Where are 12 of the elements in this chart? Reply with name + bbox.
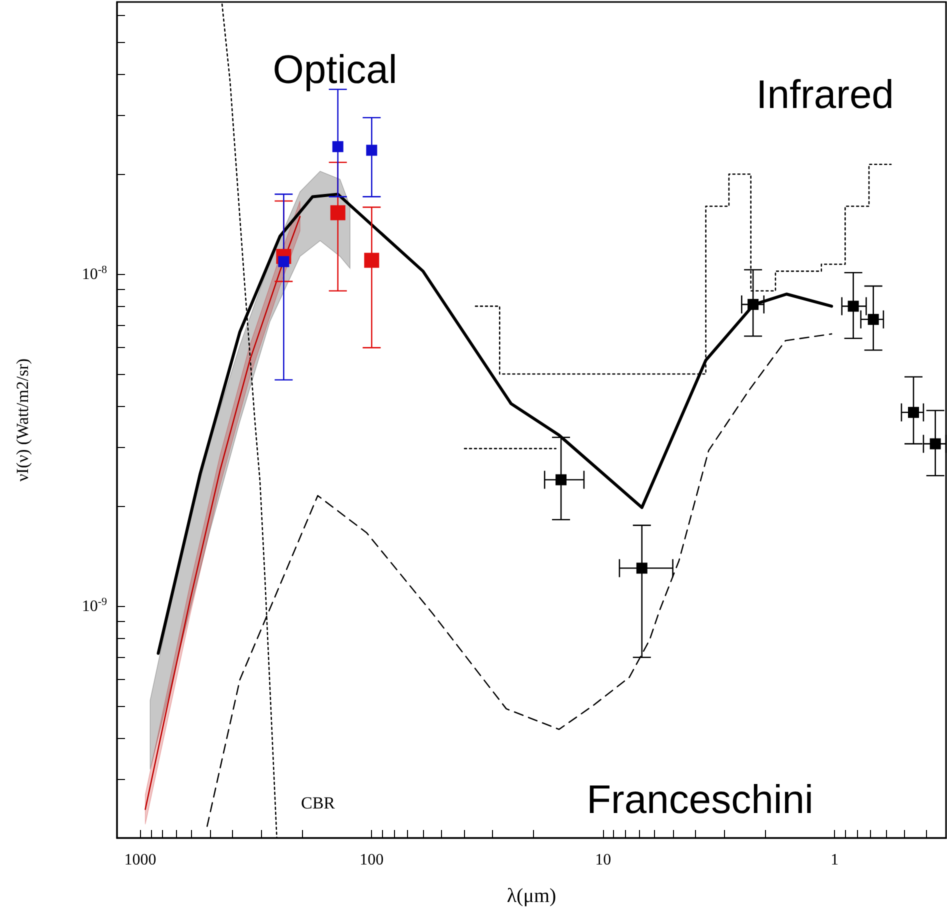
x-tick-label: 100 xyxy=(360,852,384,868)
x-tick-label: 10 xyxy=(595,852,612,868)
x-tick-label: 1 xyxy=(830,852,839,868)
y-tick-label: 10$^{-8}$ xyxy=(82,264,107,284)
x-tick-label: 1000 xyxy=(124,852,156,868)
annotation: Franceschini xyxy=(586,778,814,822)
annotation: Infrared xyxy=(756,73,894,117)
y-tick-label: 10$^{-9}$ xyxy=(82,596,107,616)
y-axis-title: νI(ν) (Watt/m2/sr) xyxy=(13,358,32,482)
annotation: CBR xyxy=(300,794,336,812)
x-axis-title: λ(μm) xyxy=(506,885,556,907)
annotation: Optical xyxy=(272,48,398,92)
